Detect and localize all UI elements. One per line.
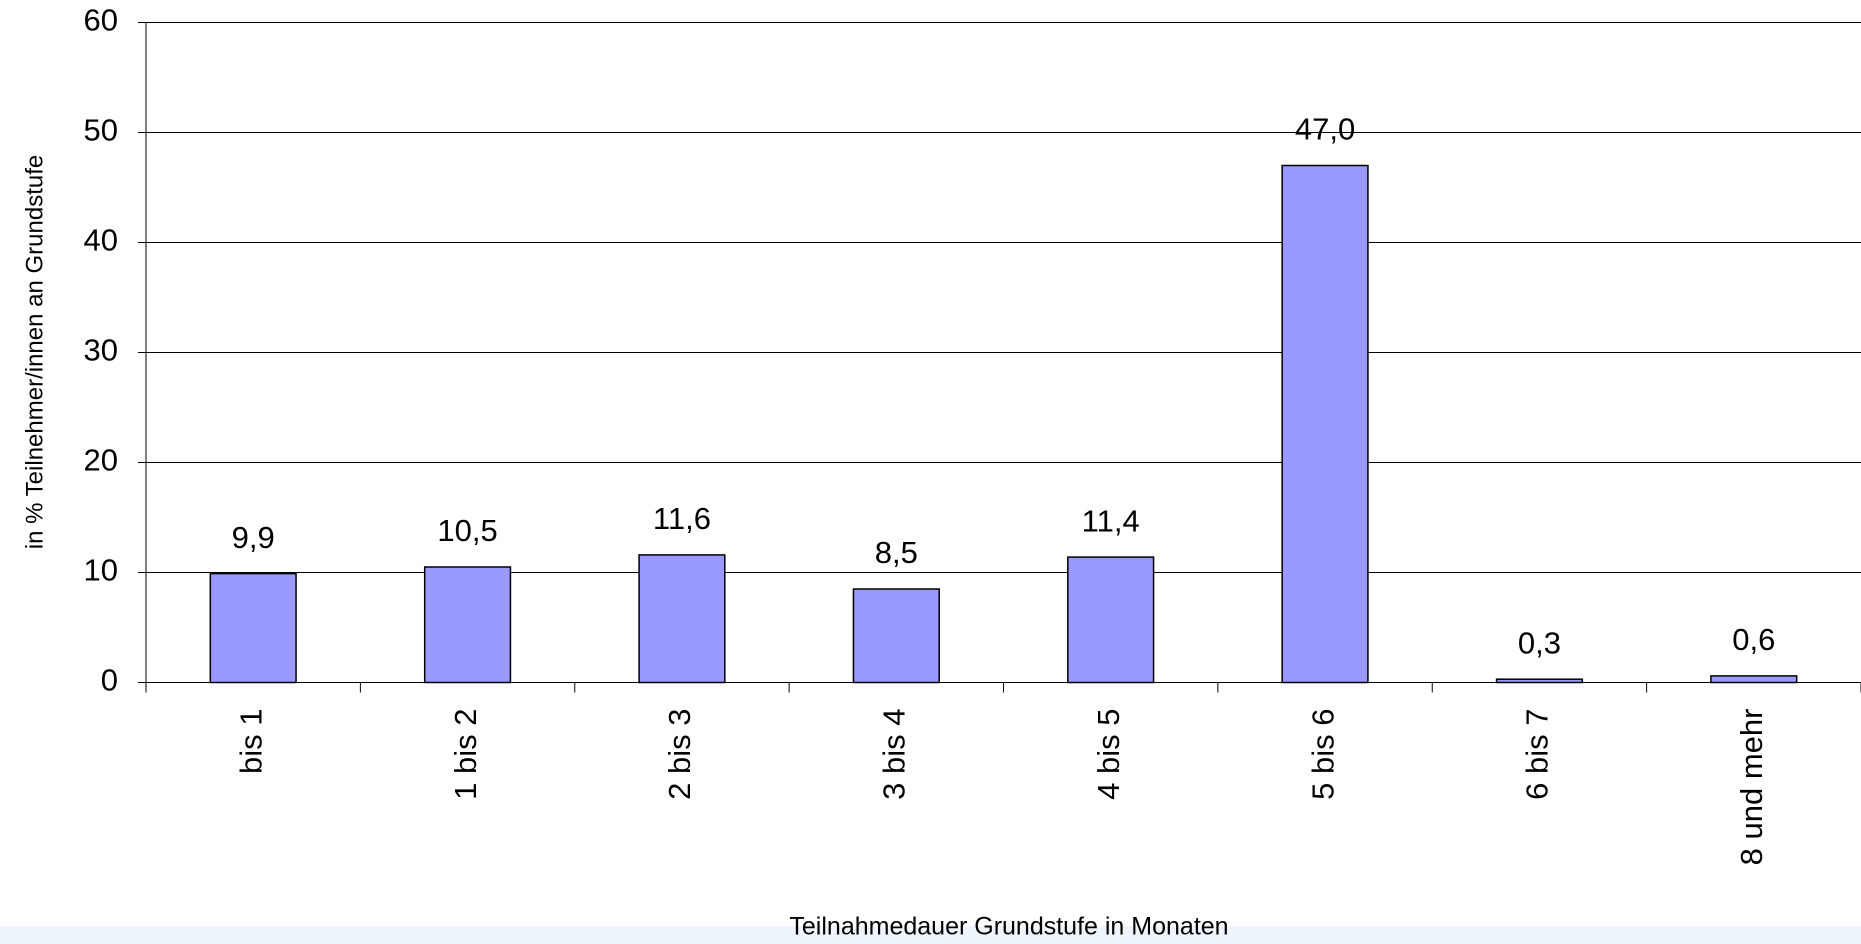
y-tick-label: 60 [84, 3, 118, 38]
bar [1281, 164, 1369, 684]
bottom-strip [0, 926, 1861, 944]
data-label: 10,5 [437, 513, 497, 548]
y-tick-label: 10 [84, 553, 118, 588]
x-axis-title: Teilnahmedauer Grundstufe in Monaten [789, 913, 1228, 941]
bar [423, 566, 512, 684]
x-tick-label: bis 1 [233, 709, 268, 774]
bar [1710, 675, 1798, 684]
x-tick-label: 8 und mehr [1734, 709, 1769, 866]
data-label: 11,4 [1082, 503, 1140, 538]
x-tick-label: 5 bis 6 [1305, 709, 1340, 800]
data-label: 9,9 [232, 520, 275, 555]
bar [1067, 556, 1155, 684]
data-label: 0,3 [1518, 625, 1561, 660]
y-axis-title: in % Teilnehmer/innen an Grundstufe [21, 155, 48, 549]
y-tick-label: 0 [101, 663, 118, 698]
x-tick-label: 1 bis 2 [448, 709, 483, 800]
x-tick-label: 2 bis 3 [662, 709, 697, 800]
bar [852, 588, 940, 684]
y-tick-label: 50 [84, 113, 118, 148]
y-tick-label: 20 [84, 443, 118, 478]
y-tick-label: 40 [84, 223, 118, 258]
data-label: 47,0 [1295, 112, 1355, 147]
bar [209, 572, 297, 684]
x-tick-label: 3 bis 4 [877, 709, 912, 800]
data-label: 11,6 [653, 501, 711, 536]
x-tick-label: 6 bis 7 [1520, 709, 1555, 800]
bar [1495, 678, 1584, 684]
x-tick-label: 4 bis 5 [1091, 709, 1126, 800]
data-label: 0,6 [1732, 622, 1775, 657]
bar [638, 554, 726, 684]
y-tick-label: 30 [84, 333, 118, 368]
data-label: 8,5 [875, 535, 918, 570]
